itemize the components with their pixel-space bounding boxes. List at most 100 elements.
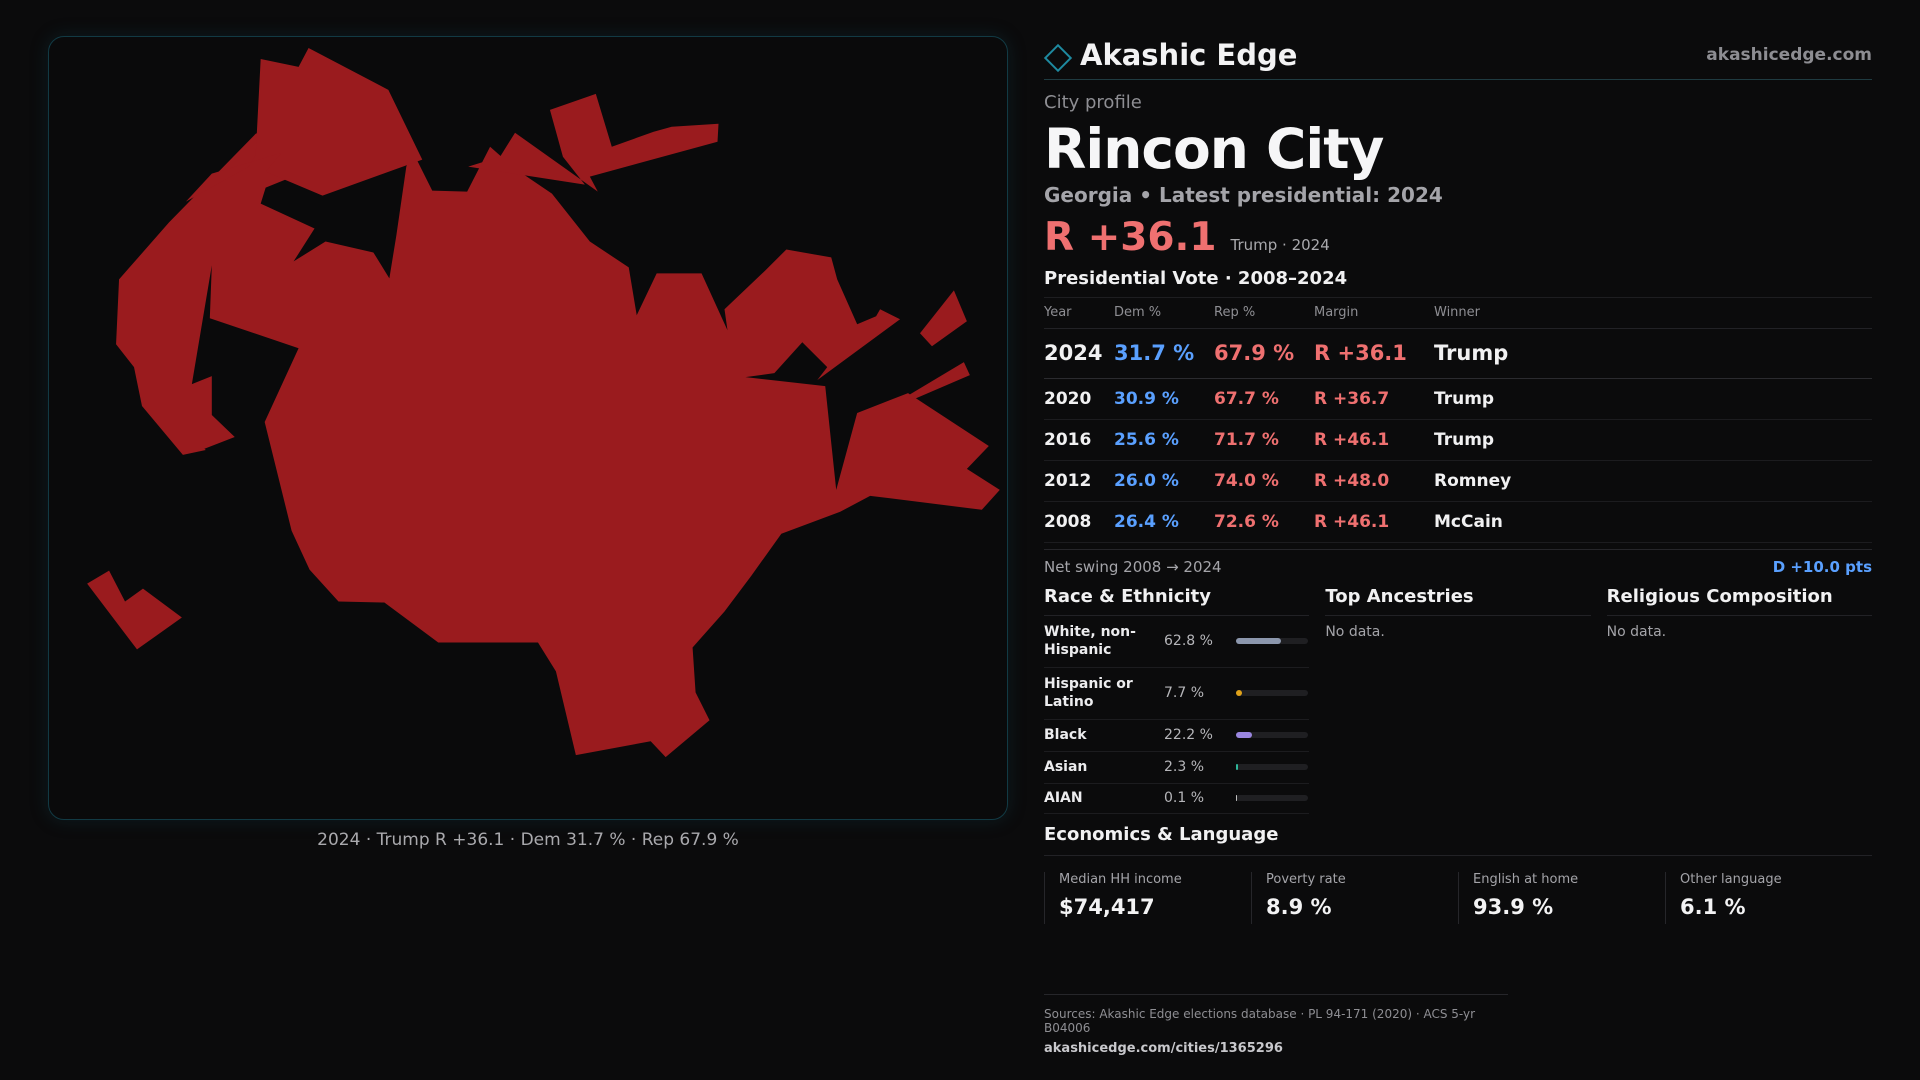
- stat-poverty-rate: Poverty rate 8.9 %: [1251, 871, 1458, 924]
- stat-value: 6.1 %: [1680, 894, 1746, 919]
- race-bar: [1236, 732, 1308, 738]
- stat-label: English at home: [1473, 871, 1579, 887]
- stat-label: Median HH income: [1059, 871, 1182, 887]
- year-cell: 2016: [1044, 419, 1114, 461]
- margin-cell: R +46.1: [1314, 419, 1434, 461]
- race-row-black: Black 22.2 %: [1044, 720, 1310, 752]
- table-row[interactable]: 2016 25.6 % 71.7 % R +46.1 Trump: [1044, 419, 1872, 461]
- votes-section-title: Presidential Vote · 2008–2024: [1044, 268, 1872, 298]
- race-label: AIAN: [1044, 790, 1083, 806]
- economics-section-title: Economics & Language: [1044, 824, 1872, 856]
- net-swing-value: D +10.0 pts: [1772, 557, 1872, 576]
- city-boundary-southwest-parcel: [87, 570, 182, 650]
- brand-name: Akashic Edge: [1080, 37, 1298, 72]
- stat-other-language: Other language 6.1 %: [1665, 871, 1872, 924]
- table-header-row: Year Dem % Rep % Margin Winner: [1044, 298, 1872, 329]
- race-bar: [1236, 795, 1308, 801]
- race-pct: 22.2 %: [1164, 727, 1213, 743]
- table-row[interactable]: 2020 30.9 % 67.7 % R +36.7 Trump: [1044, 378, 1872, 420]
- table-row[interactable]: 2008 26.4 % 72.6 % R +46.1 McCain: [1044, 501, 1872, 543]
- race-pct: 62.8 %: [1164, 633, 1213, 649]
- rep-cell: 74.0 %: [1214, 460, 1314, 502]
- stat-value: $74,417: [1059, 894, 1155, 919]
- race-section-title: Race & Ethnicity: [1044, 586, 1310, 616]
- economics-stats: Median HH income $74,417 Poverty rate 8.…: [1044, 871, 1872, 924]
- winner-cell: Trump: [1434, 378, 1872, 420]
- margin-cell: R +36.7: [1314, 378, 1434, 420]
- rep-cell: 67.9 %: [1214, 328, 1314, 379]
- brand-url-link[interactable]: akashicedge.com: [1706, 44, 1872, 65]
- page-title: Rincon City: [1044, 117, 1384, 181]
- stat-english-at-home: English at home 93.9 %: [1458, 871, 1665, 924]
- brand-header: Akashic Edge akashicedge.com: [1043, 30, 1872, 80]
- margin-cell: R +46.1: [1314, 501, 1434, 543]
- col-year: Year: [1044, 298, 1114, 329]
- race-label: Hispanic or Latino: [1044, 676, 1133, 710]
- city-profile-panel: Akashic Edge akashicedge.com City profil…: [1043, 30, 1872, 924]
- winner-cell: Romney: [1434, 460, 1872, 502]
- net-swing-label: Net swing 2008 → 2024: [1044, 557, 1222, 576]
- latest-margin-value: R +36.1: [1044, 215, 1217, 260]
- rep-cell: 71.7 %: [1214, 419, 1314, 461]
- sources-line: Sources: Akashic Edge elections database…: [1044, 1007, 1476, 1035]
- margin-cell: R +48.0: [1314, 460, 1434, 502]
- net-swing: Net swing 2008 → 2024 D +10.0 pts: [1044, 548, 1872, 576]
- race-pct: 0.1 %: [1164, 790, 1205, 806]
- demographics-columns: Race & Ethnicity White, non-Hispanic 62.…: [1044, 586, 1872, 814]
- stat-value: 8.9 %: [1266, 894, 1332, 919]
- race-label: Black: [1044, 727, 1087, 743]
- ancestries-empty: No data.: [1325, 623, 1385, 640]
- ancestries-section: Top Ancestries No data.: [1325, 586, 1591, 814]
- state-subtitle: Georgia • Latest presidential: 2024: [1044, 183, 1443, 207]
- race-bar-fill: [1236, 795, 1238, 801]
- race-pct: 2.3 %: [1164, 759, 1205, 775]
- rep-cell: 72.6 %: [1214, 501, 1314, 543]
- table-row[interactable]: 2024 31.7 % 67.9 % R +36.1 Trump: [1044, 328, 1872, 379]
- year-cell: 2008: [1044, 501, 1114, 543]
- race-row-white: White, non-Hispanic 62.8 %: [1044, 616, 1310, 668]
- race-bar: [1236, 764, 1308, 770]
- margin-cell: R +36.1: [1314, 328, 1434, 379]
- city-boundary-east-parcel: [907, 362, 970, 400]
- col-winner: Winner: [1434, 298, 1872, 329]
- stat-median-income: Median HH income $74,417: [1044, 871, 1251, 924]
- diamond-logo-icon: [1043, 43, 1073, 72]
- city-boundary-map[interactable]: [48, 36, 1008, 820]
- race-bar-fill: [1236, 764, 1238, 770]
- dem-cell: 31.7 %: [1114, 328, 1214, 379]
- map-caption: 2024 · Trump R +36.1 · Dem 31.7 % · Rep …: [317, 830, 739, 850]
- race-label: Asian: [1044, 759, 1088, 775]
- year-cell: 2020: [1044, 378, 1114, 420]
- table-row[interactable]: 2012 26.0 % 74.0 % R +48.0 Romney: [1044, 460, 1872, 502]
- latest-margin: R +36.1 Trump · 2024: [1044, 215, 1872, 260]
- sources-footer: Sources: Akashic Edge elections database…: [1044, 994, 1508, 1056]
- race-row-aian: AIAN 0.1 %: [1044, 784, 1310, 814]
- winner-cell: Trump: [1434, 328, 1872, 379]
- race-bar-fill: [1236, 690, 1242, 696]
- stat-label: Other language: [1680, 871, 1782, 887]
- city-boundary-shape: [87, 47, 1000, 758]
- latest-margin-note: Trump · 2024: [1230, 236, 1330, 254]
- dem-cell: 26.0 %: [1114, 460, 1214, 502]
- rep-cell: 67.7 %: [1214, 378, 1314, 420]
- city-boundary-far-east-parcel: [919, 290, 967, 347]
- ancestries-title: Top Ancestries: [1325, 586, 1591, 616]
- winner-cell: McCain: [1434, 501, 1872, 543]
- presidential-vote-table: Year Dem % Rep % Margin Winner 2024 31.7…: [1044, 298, 1872, 543]
- race-row-asian: Asian 2.3 %: [1044, 752, 1310, 784]
- year-cell: 2012: [1044, 460, 1114, 502]
- race-bar-fill: [1236, 638, 1282, 644]
- col-rep: Rep %: [1214, 298, 1314, 329]
- race-pct: 7.7 %: [1164, 685, 1205, 701]
- city-boundary-northeast-lobe: [468, 93, 719, 192]
- religion-title: Religious Composition: [1606, 586, 1872, 616]
- year-cell: 2024: [1044, 328, 1114, 379]
- race-label: White, non-Hispanic: [1044, 624, 1136, 658]
- stat-value: 93.9 %: [1473, 894, 1554, 919]
- dem-cell: 25.6 %: [1114, 419, 1214, 461]
- eyebrow-label: City profile: [1044, 92, 1142, 113]
- city-boundary-svg: [87, 47, 1000, 758]
- source-url-link[interactable]: akashicedge.com/cities/1365296: [1044, 1041, 1283, 1056]
- race-bar-fill: [1236, 732, 1252, 738]
- brand[interactable]: Akashic Edge: [1043, 37, 1298, 72]
